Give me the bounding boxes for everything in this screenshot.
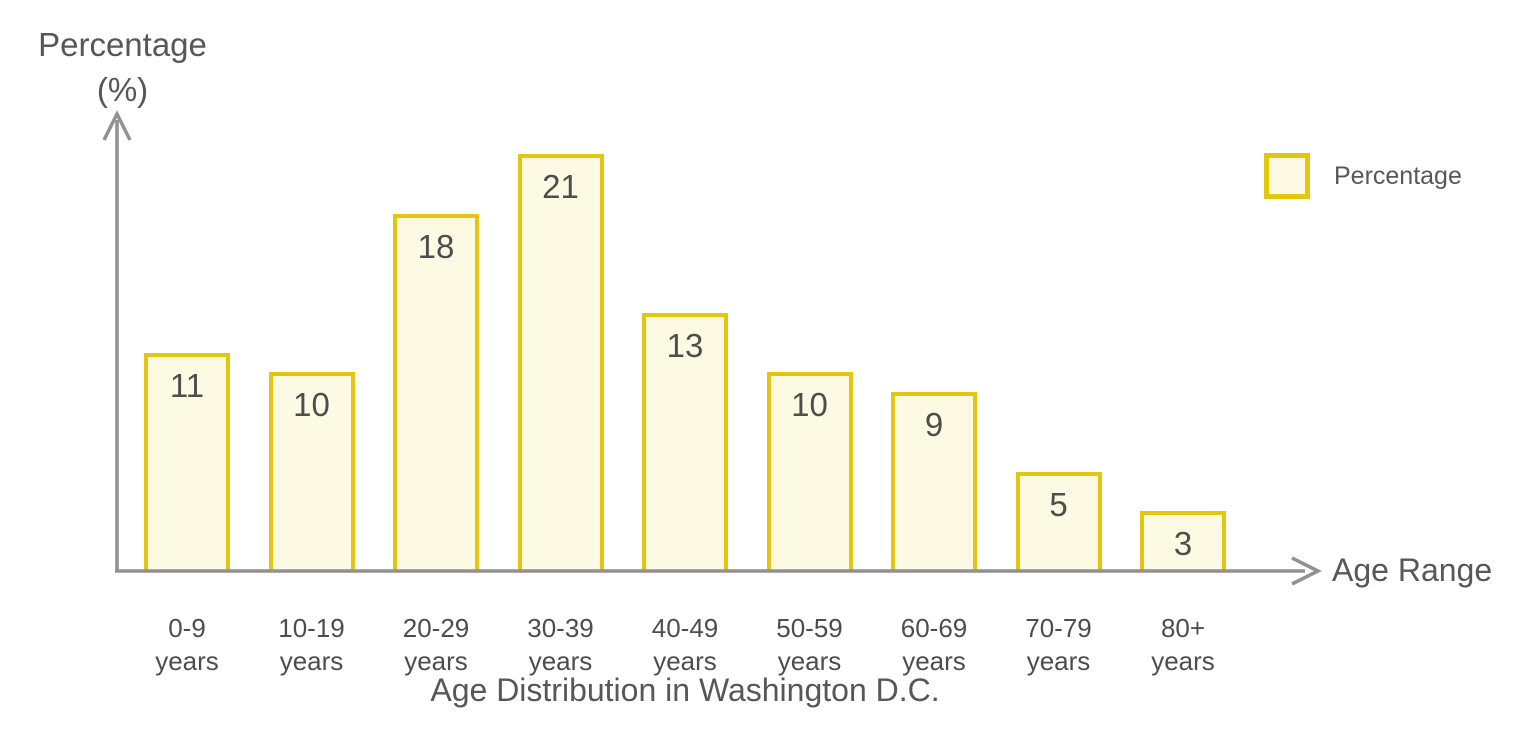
bar-30-39-years: 21: [517, 154, 604, 571]
chart-title: Age Distribution in Washington D.C.: [430, 672, 940, 708]
bar-value-label: 18: [417, 227, 455, 265]
bar-value-label: 11: [169, 366, 205, 404]
x-tick-unit: years: [653, 646, 717, 676]
bar-value-label: 3: [1173, 525, 1193, 563]
bar-0-9-years: 11: [144, 352, 230, 571]
x-tick-range: 50-59: [776, 613, 843, 643]
x-tick-range: 10-19: [278, 613, 345, 643]
x-tick-range: 30-39: [527, 613, 594, 643]
x-tick-label: 70-79 years: [994, 612, 1124, 678]
legend: Percentage: [1264, 153, 1462, 199]
x-tick-label: 30-39 years: [496, 612, 626, 678]
bar-50-59-years: 10: [766, 372, 853, 571]
bar-10-19-years: 10: [268, 372, 355, 571]
x-tick-label: 40-49 years: [620, 612, 750, 678]
x-tick-range: 60-69: [900, 613, 968, 643]
bar-60-69-years: 9: [891, 392, 977, 571]
x-tick-range: 70-79: [1025, 613, 1092, 643]
y-axis-label-line2: (%): [96, 71, 149, 108]
x-tick-label: 50-59 years: [745, 612, 875, 678]
x-tick-range: 0-9: [168, 613, 206, 643]
x-tick-unit: years: [155, 646, 219, 676]
y-axis-label: Percentage (%): [20, 22, 225, 112]
x-tick-range: 20-29: [402, 613, 470, 643]
x-tick-unit: years: [902, 646, 966, 676]
x-tick-unit: years: [777, 646, 842, 676]
x-tick-unit: years: [404, 646, 468, 676]
x-tick-label: 20-29 years: [371, 612, 501, 678]
x-tick-unit: years: [1151, 646, 1215, 676]
bar-70-79-years: 5: [1015, 471, 1102, 571]
x-tick-unit: years: [1026, 646, 1091, 676]
x-tick-unit: years: [528, 646, 593, 676]
x-tick-label: 60-69 years: [869, 612, 999, 678]
x-tick-label: 10-19 years: [247, 612, 377, 678]
x-tick-unit: years: [279, 646, 344, 676]
y-axis-label-line1: Percentage: [38, 26, 207, 63]
legend-swatch: [1264, 153, 1310, 199]
bar-value-label: 21: [542, 168, 579, 205]
bar-value-label: 9: [924, 406, 944, 444]
x-tick-label: 80+ years: [1118, 612, 1248, 678]
bar-80+-years: 3: [1140, 511, 1226, 571]
x-axis-label: Age Range: [1332, 552, 1493, 588]
x-tick-range: 80+: [1160, 613, 1206, 643]
legend-label: Percentage: [1334, 161, 1462, 190]
x-tick-label: 0-9 years: [122, 612, 252, 678]
bar-value-label: 10: [293, 386, 330, 424]
x-tick-range: 40-49: [651, 613, 719, 643]
bar-40-49-years: 13: [642, 312, 728, 571]
bar-value-label: 13: [666, 326, 704, 364]
bar-20-29-years: 18: [393, 213, 479, 571]
bar-value-label: 5: [1049, 485, 1068, 523]
bar-value-label: 10: [791, 386, 828, 424]
